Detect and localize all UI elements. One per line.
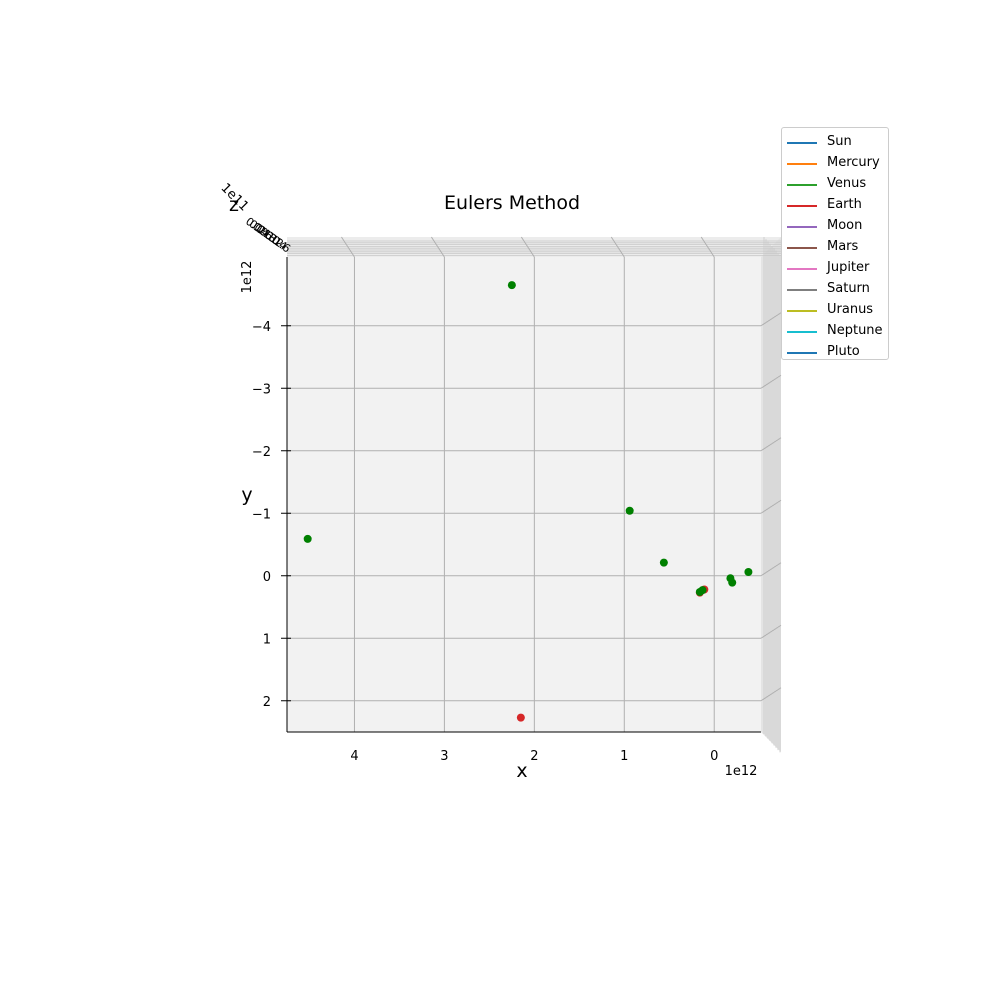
y-tick-label: −4 — [252, 320, 271, 335]
legend-swatch — [787, 163, 817, 165]
data-point — [744, 568, 753, 576]
y-tick-label: 2 — [263, 695, 271, 710]
legend-item: Neptune — [787, 321, 887, 342]
legend-label: Moon — [827, 218, 863, 233]
legend-label: Uranus — [827, 302, 874, 317]
legend-item: Saturn — [787, 279, 887, 300]
data-point — [659, 558, 668, 567]
data-point — [507, 281, 516, 290]
x-grid-line — [341, 236, 355, 258]
legend-swatch — [787, 226, 817, 228]
legend-label: Neptune — [827, 323, 883, 338]
x-grid-line — [430, 236, 445, 258]
legend-swatch — [787, 352, 817, 354]
x-tick-label: 2 — [530, 749, 538, 764]
grid-lines — [287, 236, 782, 753]
legend-label: Mars — [827, 239, 859, 254]
legend-swatch — [787, 205, 817, 207]
y-grid-line — [760, 437, 782, 452]
x-grid-line — [700, 236, 715, 258]
y-offset-label: 1e12 — [240, 261, 255, 294]
legend-item: Moon — [787, 216, 887, 237]
legend-item: Mars — [787, 237, 887, 258]
y-tick-label: −2 — [252, 445, 271, 460]
legend-label: Venus — [827, 176, 867, 191]
y-grid-line — [760, 312, 782, 327]
x-tick-label: 4 — [350, 749, 358, 764]
y-tick-label: 0 — [263, 570, 271, 585]
legend-swatch — [787, 331, 817, 333]
legend-label: Pluto — [827, 344, 860, 359]
data-point — [695, 588, 704, 596]
legend-item: Mercury — [787, 153, 887, 174]
x-tick-label: 0 — [710, 749, 718, 764]
legend-swatch — [787, 184, 817, 186]
z-axis-label: z — [229, 194, 239, 216]
legend-swatch — [787, 289, 817, 291]
legend-swatch — [787, 310, 817, 312]
legend-label: Saturn — [827, 281, 870, 296]
y-tick-label: −3 — [252, 382, 271, 397]
data-points — [303, 281, 753, 722]
x-offset-label: 1e12 — [725, 764, 758, 779]
legend-item: Venus — [787, 174, 887, 195]
x-axis-label: x — [516, 760, 527, 782]
legend-item: Jupiter — [787, 258, 887, 279]
data-point — [625, 506, 634, 515]
y-axis-label: y — [241, 484, 252, 506]
legend: Sun Mercury Venus Earth Moon Mars Jupiter Satur… — [781, 127, 889, 360]
y-grid-line — [760, 687, 782, 702]
legend-label: Sun — [827, 134, 852, 149]
x-grid-line — [610, 236, 625, 258]
x-tick-label: 3 — [440, 749, 448, 764]
data-point — [516, 713, 525, 722]
axes-panes — [287, 237, 781, 752]
y-grid-line — [760, 624, 782, 639]
legend-label: Earth — [827, 197, 862, 212]
data-point — [728, 578, 737, 587]
legend-item: Pluto — [787, 342, 887, 363]
y-tick-label: 1 — [263, 632, 271, 647]
legend-label: Jupiter — [827, 260, 870, 275]
back-pane — [287, 257, 761, 732]
x-grid-line — [520, 236, 535, 258]
data-point — [303, 534, 312, 543]
legend-swatch — [787, 268, 817, 270]
legend-item: Sun — [787, 132, 887, 153]
legend-item: Uranus — [787, 300, 887, 321]
y-grid-line — [760, 499, 782, 514]
x-tick-label: 1 — [620, 749, 628, 764]
y-grid-line — [760, 374, 782, 389]
legend-item: Earth — [787, 195, 887, 216]
y-grid-line — [760, 562, 782, 577]
legend-label: Mercury — [827, 155, 880, 170]
legend-swatch — [787, 142, 817, 144]
y-tick-label: −1 — [252, 507, 271, 522]
legend-swatch — [787, 247, 817, 249]
chart-title: Eulers Method — [444, 192, 580, 214]
